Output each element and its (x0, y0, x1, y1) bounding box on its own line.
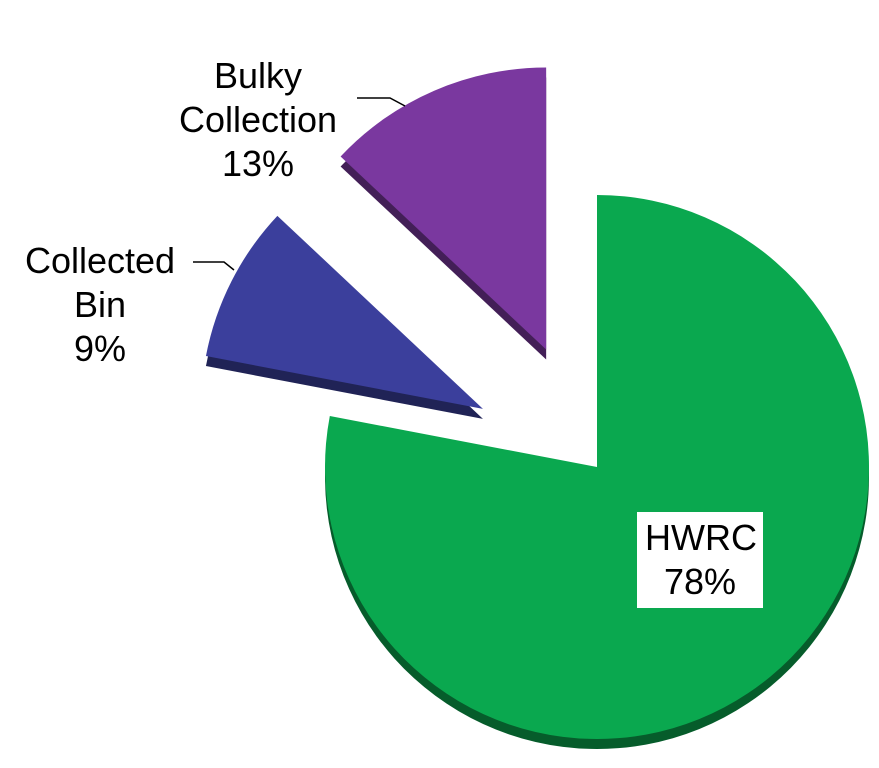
slice-name: Bulky Collection (178, 55, 338, 140)
slice-label: Bulky Collection 13% (158, 54, 358, 186)
slice-label: HWRC 78% (637, 512, 763, 608)
slice-value: 78% (663, 561, 737, 602)
slice-label: Collected Bin 9% (0, 239, 200, 371)
slice (340, 67, 547, 350)
slice-name: HWRC (645, 517, 757, 558)
leader-line (193, 261, 235, 271)
slice (324, 195, 869, 739)
slice-value: 9% (73, 328, 127, 369)
slice-value: 13% (221, 143, 295, 184)
leader-line (357, 97, 406, 107)
slice (205, 215, 483, 409)
slice-name: Collected Bin (24, 240, 176, 325)
